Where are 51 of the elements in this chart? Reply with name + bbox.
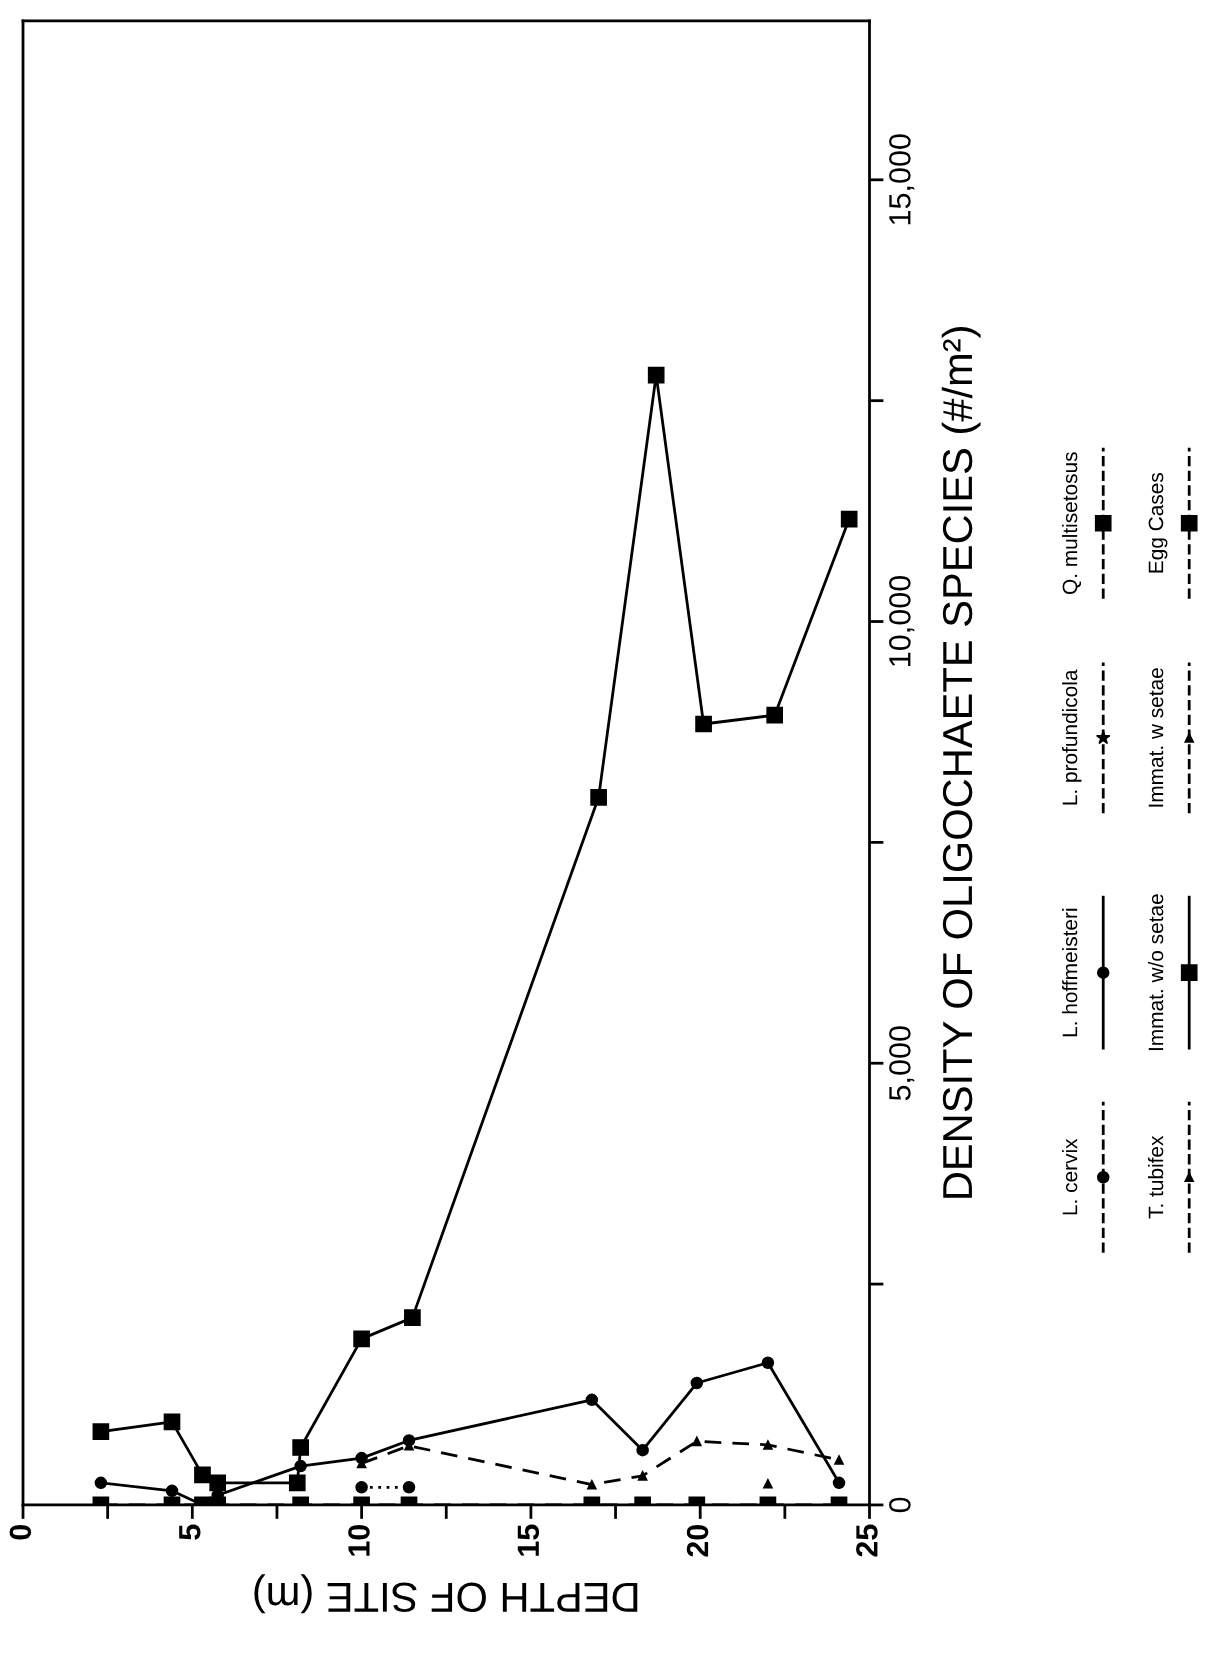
legend-label: L. cervix bbox=[1062, 1138, 1078, 1215]
legend-label: Immat. w/o setae bbox=[1148, 894, 1164, 1051]
legend-label: T. tubifex bbox=[1148, 1135, 1164, 1219]
point bbox=[761, 1356, 775, 1369]
point bbox=[209, 1474, 227, 1492]
point bbox=[355, 1451, 368, 1465]
point bbox=[288, 1474, 306, 1492]
point bbox=[163, 1413, 181, 1431]
y-tick-label: 15,000 bbox=[889, 134, 915, 225]
y-tick-label: 10,000 bbox=[889, 575, 915, 666]
x-tick-label: 10 bbox=[348, 1524, 370, 1556]
point bbox=[92, 1423, 110, 1440]
point bbox=[834, 1455, 844, 1465]
legend-label: L. hoffmeisteri bbox=[1062, 908, 1078, 1037]
point bbox=[590, 788, 607, 806]
legend-label: Q. multisetosus bbox=[1062, 452, 1082, 595]
x-tick-label: 20 bbox=[686, 1524, 709, 1557]
y-tick-label: 0 bbox=[889, 1497, 911, 1513]
x-tick-label: 0 bbox=[9, 1524, 32, 1540]
point bbox=[404, 1309, 421, 1326]
point bbox=[402, 1434, 416, 1447]
point bbox=[832, 1476, 846, 1490]
point bbox=[647, 366, 665, 384]
point bbox=[294, 1459, 307, 1473]
legend-label: Immat. w setae bbox=[1148, 668, 1164, 807]
point bbox=[637, 1470, 648, 1481]
y-axis-title: DENSITY OF OLIGOCHAETE SPECIES (#/m²) bbox=[941, 327, 981, 1198]
x-tick-label: 5 bbox=[179, 1524, 201, 1540]
x-axis-title: DEPTH OF SITE (m) bbox=[254, 1574, 638, 1614]
point bbox=[353, 1330, 370, 1348]
x-tick-label: 15 bbox=[517, 1524, 540, 1556]
y-tick-label: 5,000 bbox=[889, 1026, 915, 1101]
point bbox=[636, 1443, 649, 1457]
legend-label: L. profundicola bbox=[1062, 669, 1082, 805]
point bbox=[763, 1439, 773, 1450]
point bbox=[691, 1436, 702, 1447]
point bbox=[840, 510, 858, 528]
point bbox=[763, 1478, 773, 1489]
point bbox=[165, 1484, 179, 1498]
point bbox=[292, 1439, 309, 1456]
x-tick-label: 25 bbox=[856, 1524, 878, 1557]
point bbox=[585, 1393, 599, 1407]
point bbox=[586, 1479, 597, 1490]
point bbox=[194, 1466, 211, 1484]
point bbox=[690, 1376, 704, 1390]
point bbox=[355, 1481, 368, 1494]
point bbox=[766, 706, 784, 724]
point bbox=[695, 715, 712, 733]
legend-label: Egg Cases bbox=[1148, 473, 1168, 573]
point bbox=[94, 1476, 108, 1490]
point bbox=[402, 1481, 416, 1494]
